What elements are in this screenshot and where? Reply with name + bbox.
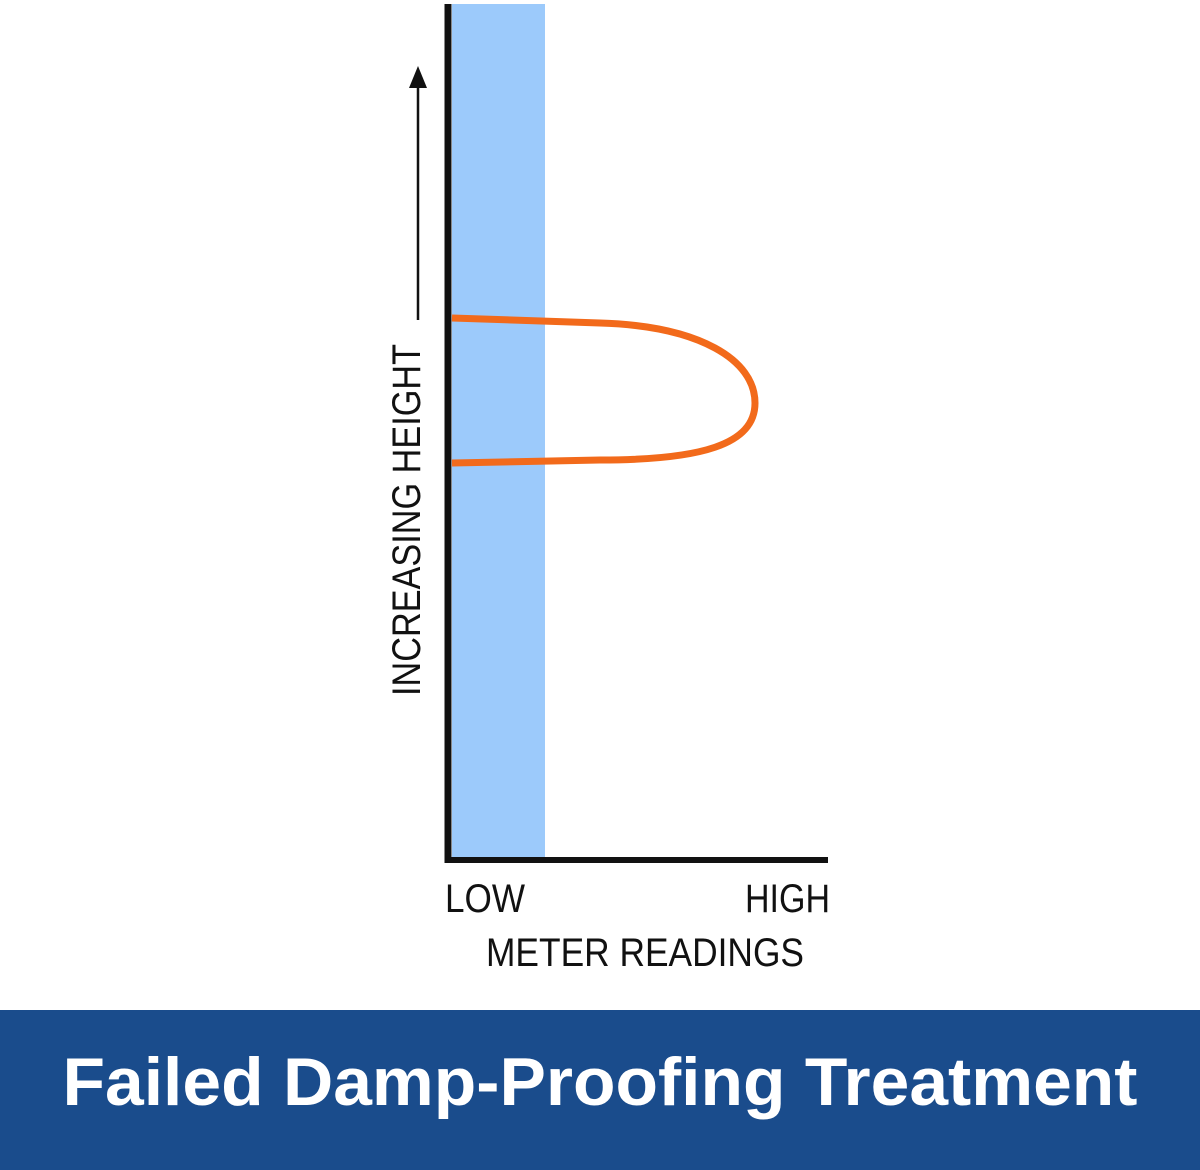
x-low-label: LOW bbox=[445, 877, 525, 921]
y-axis-label: INCREASING HEIGHT bbox=[385, 344, 429, 696]
x-high-label: HIGH bbox=[745, 877, 830, 921]
low-band bbox=[452, 4, 545, 860]
banner bbox=[0, 1010, 1200, 1170]
moisture-curve bbox=[451, 314, 759, 467]
x-axis-label: METER READINGS bbox=[486, 931, 804, 975]
banner-title: Failed Damp-Proofing Treatment bbox=[63, 1044, 1138, 1120]
arrow-head bbox=[409, 66, 427, 88]
